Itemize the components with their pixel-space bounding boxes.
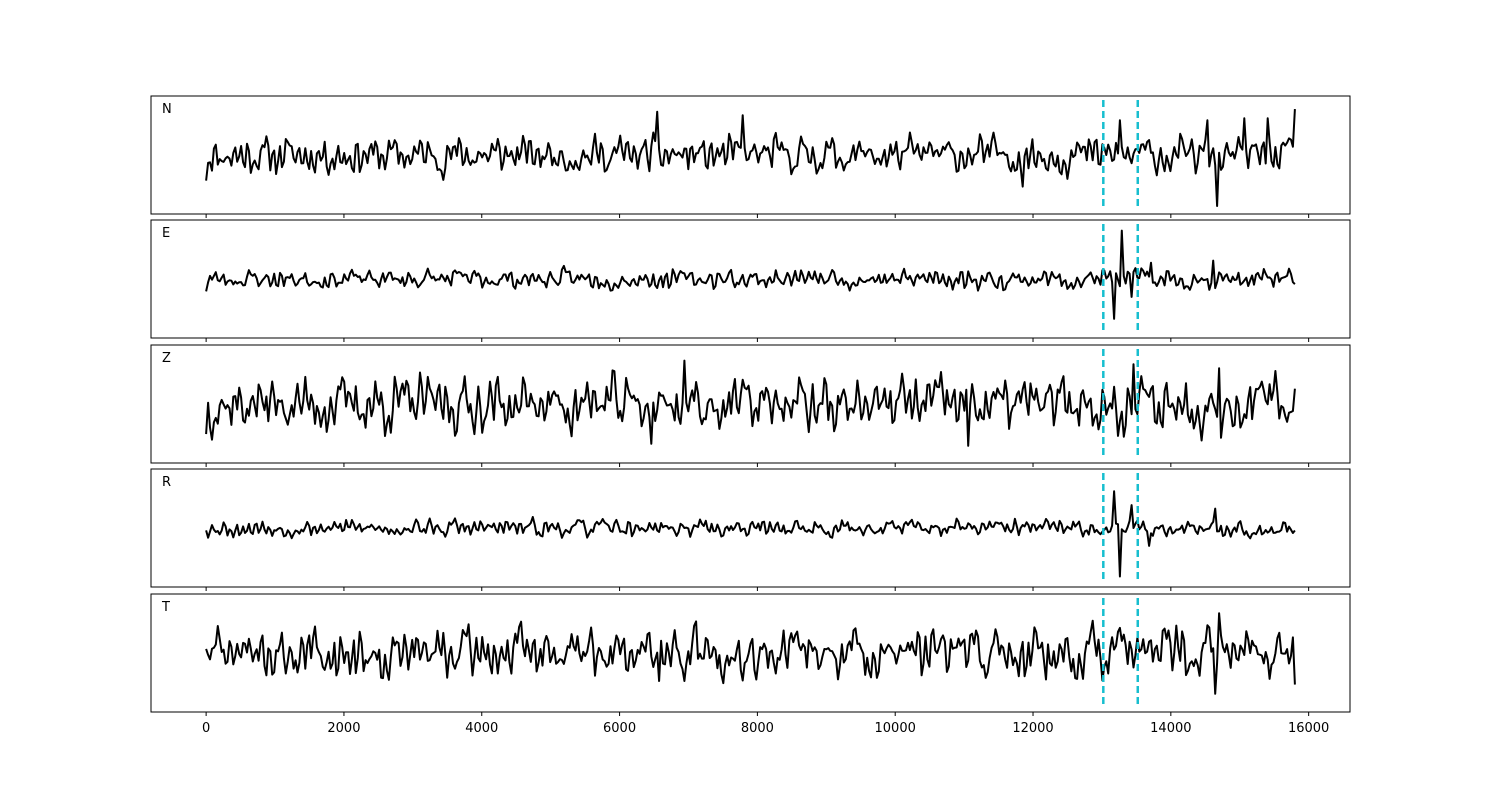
panel-e: E (150, 219, 1351, 342)
waveform-t (205, 612, 1296, 695)
panel-r: R (150, 468, 1351, 591)
x-tick-label: 4000 (465, 721, 498, 736)
channel-label-t: T (161, 600, 170, 615)
x-tick-label: 12000 (1012, 721, 1053, 736)
x-tick-label: 16000 (1288, 721, 1329, 736)
waveform-r (205, 490, 1296, 578)
panel-frame (150, 468, 1351, 588)
channel-label-r: R (162, 475, 171, 490)
panel-frame (150, 344, 1351, 464)
waveform-e (205, 229, 1296, 320)
x-tick-label: 8000 (741, 721, 774, 736)
x-tick-label: 0 (202, 721, 210, 736)
channel-label-e: E (162, 226, 170, 241)
x-tick-label: 6000 (603, 721, 636, 736)
panel-t: T (150, 593, 1351, 716)
panel-frame (150, 95, 1351, 215)
x-axis: 0 2000 4000 6000 8000 10000 12000 14000 16000 (202, 721, 1329, 736)
panels-group: N E Z R T (150, 95, 1351, 716)
channel-label-n: N (162, 102, 172, 117)
waveform-z (205, 359, 1296, 447)
channel-label-z: Z (162, 351, 171, 366)
waveform-n (205, 109, 1296, 207)
panel-n: N (150, 95, 1351, 218)
x-tick-label: 10000 (875, 721, 916, 736)
x-tick-label: 14000 (1150, 721, 1191, 736)
panel-frame (150, 593, 1351, 713)
panel-z: Z (150, 344, 1351, 467)
x-tick-label: 2000 (327, 721, 360, 736)
panel-frame (150, 219, 1351, 339)
